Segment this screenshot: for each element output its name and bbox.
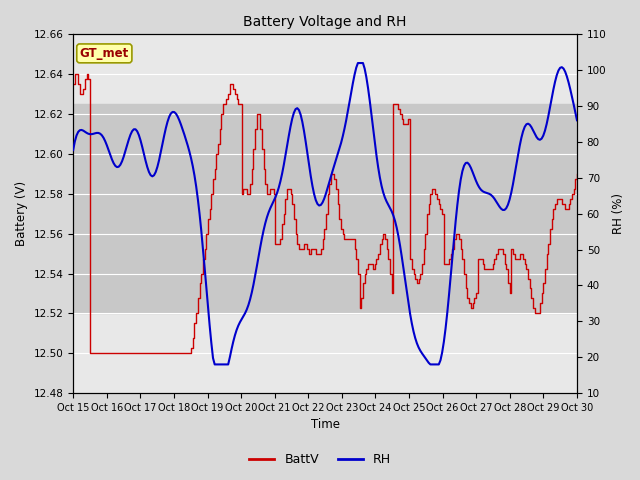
Y-axis label: Battery (V): Battery (V) [15,181,28,246]
Title: Battery Voltage and RH: Battery Voltage and RH [243,15,407,29]
Legend: BattV, RH: BattV, RH [244,448,396,471]
Text: GT_met: GT_met [80,47,129,60]
Bar [73,104,577,313]
Y-axis label: RH (%): RH (%) [612,193,625,234]
X-axis label: Time: Time [310,419,340,432]
